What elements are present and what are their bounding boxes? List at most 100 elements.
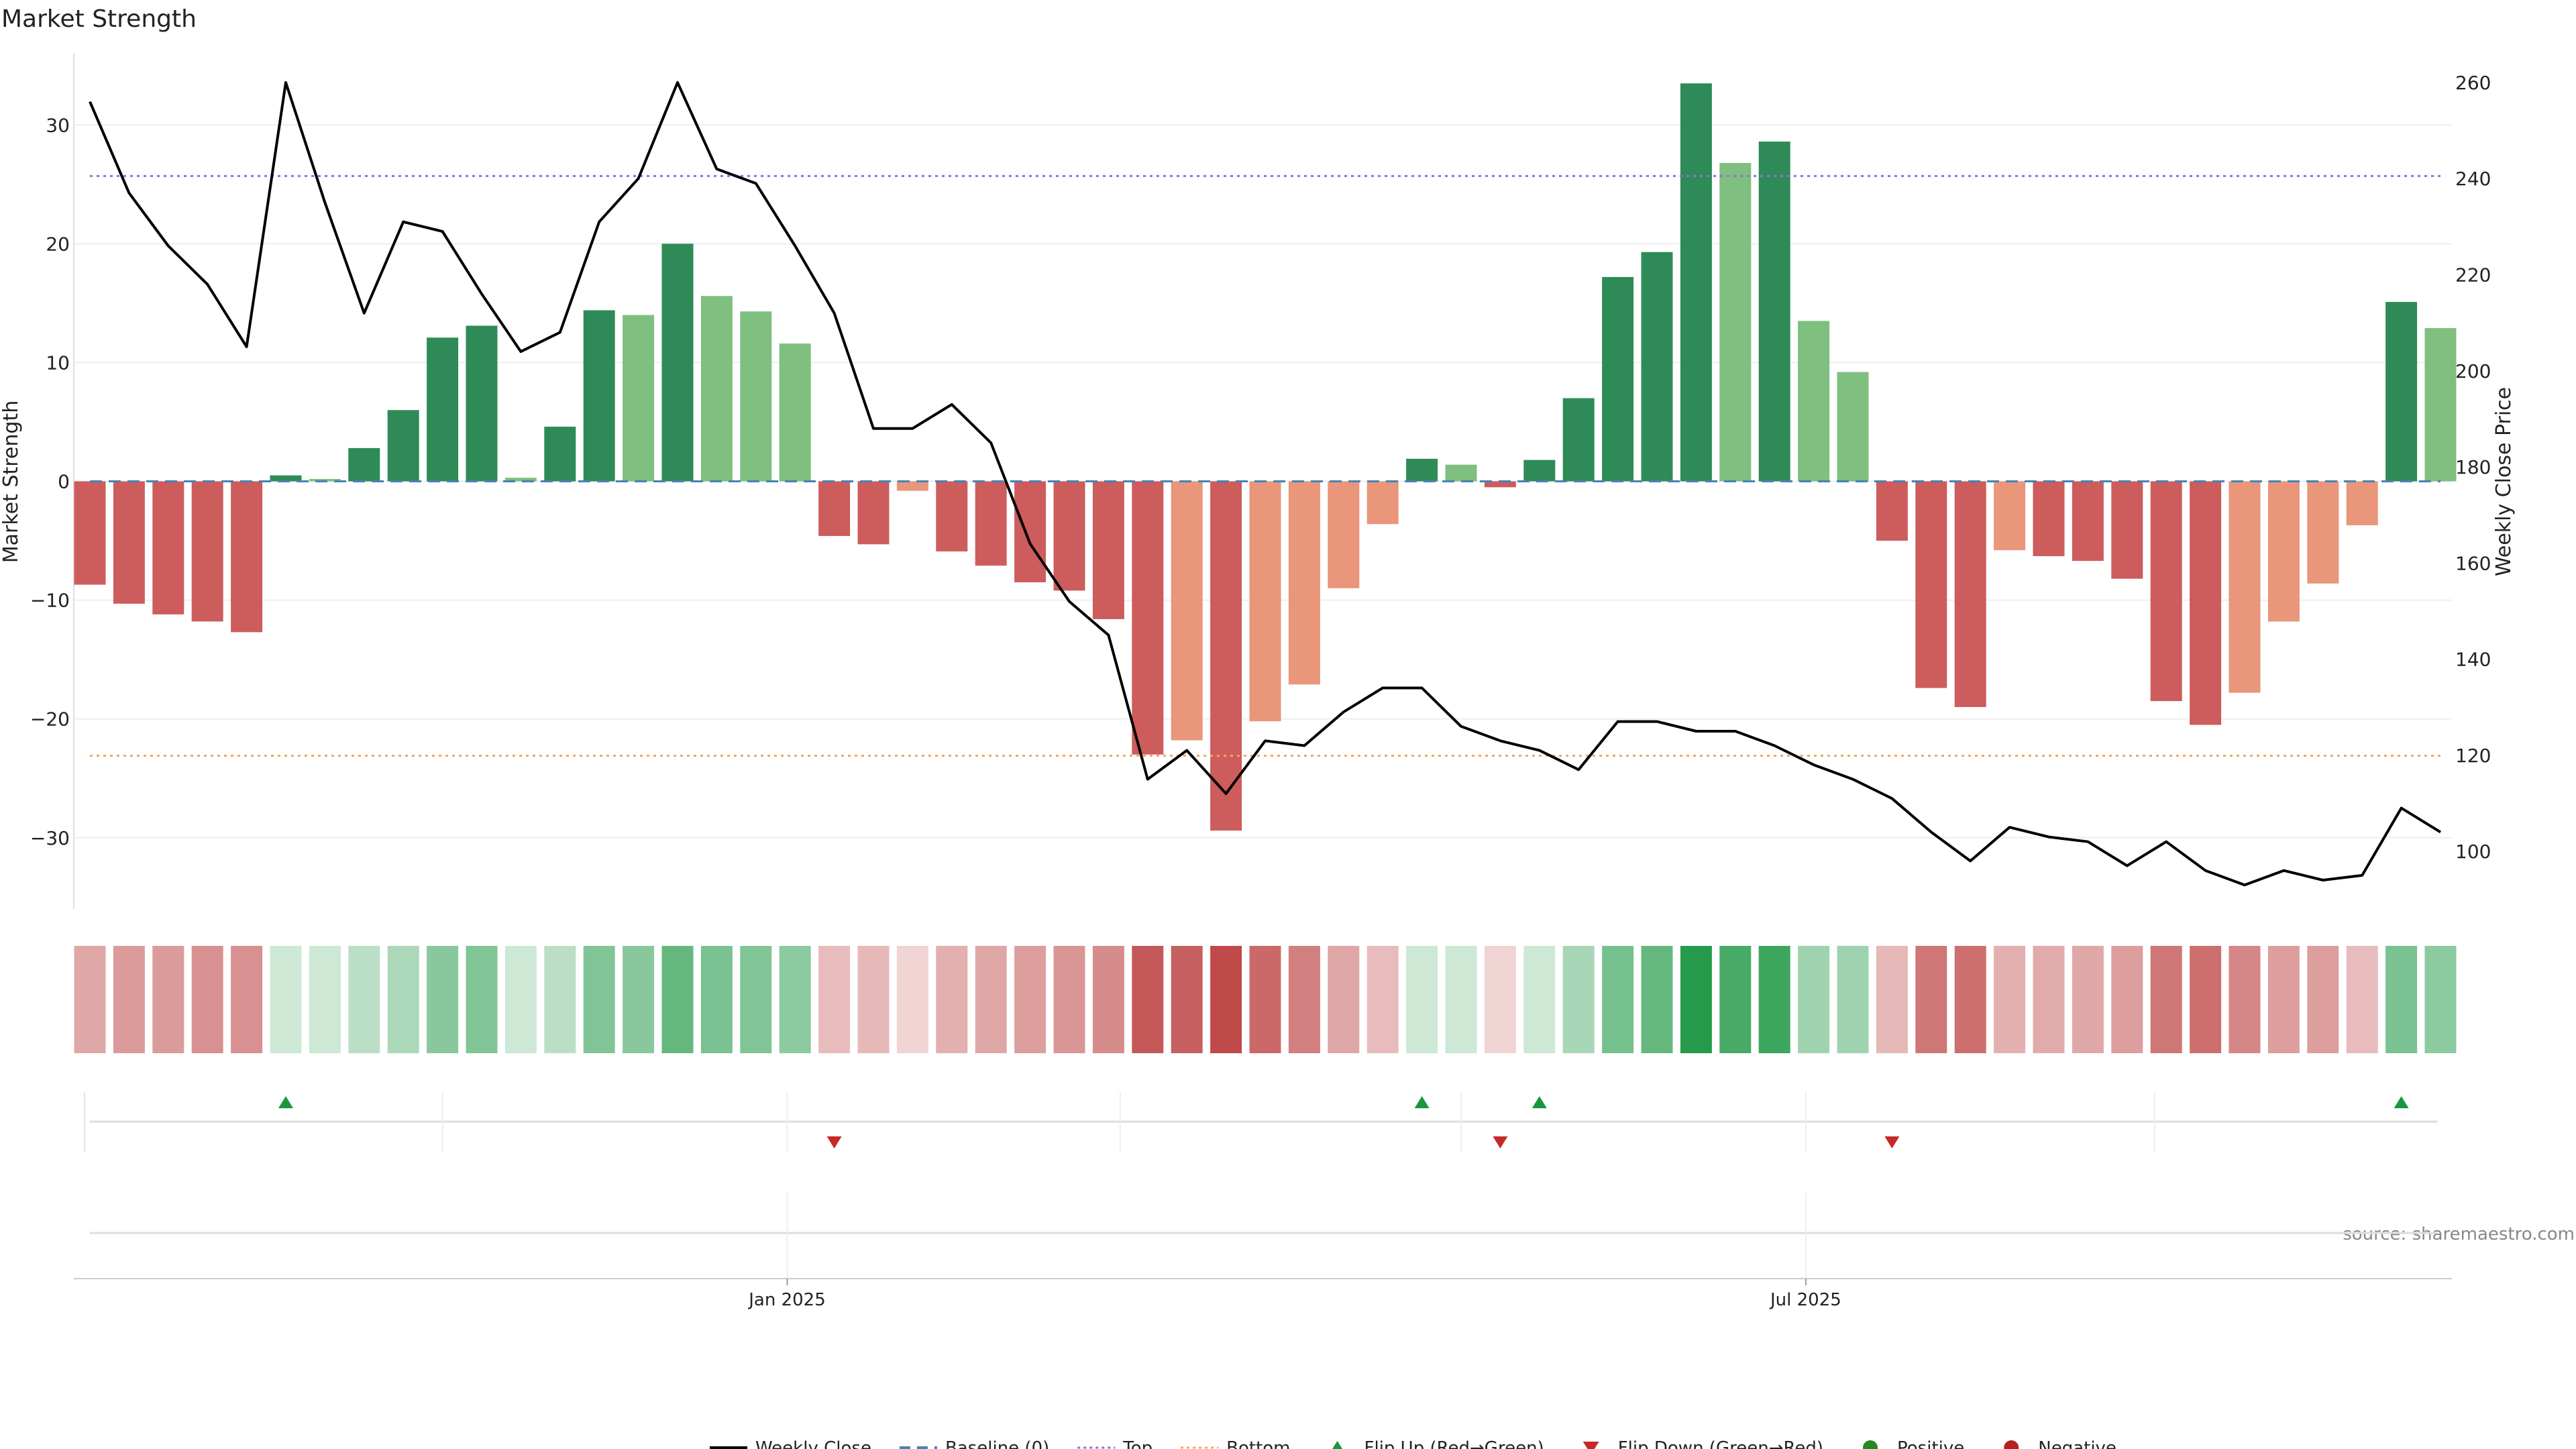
- heat-cell: [1680, 946, 1712, 1053]
- heat-cell: [1210, 946, 1242, 1053]
- heat-cell: [1602, 946, 1634, 1053]
- strength-bar: [583, 310, 615, 482]
- strength-bar: [1837, 372, 1869, 482]
- strength-bar: [1876, 481, 1908, 541]
- heat-cell: [2307, 946, 2339, 1053]
- chart-title: Market Strength: [1, 5, 197, 33]
- strength-bar: [191, 481, 223, 622]
- heat-cell: [700, 946, 733, 1053]
- heat-cell: [1758, 946, 1790, 1053]
- strength-bar: [1994, 481, 2026, 551]
- heat-cell: [348, 946, 380, 1053]
- strength-bar: [348, 447, 380, 482]
- strength-bar: [1719, 162, 1752, 482]
- heat-cell: [896, 946, 928, 1053]
- y-tick-label: 0: [58, 471, 70, 493]
- heat-cell: [1406, 946, 1438, 1053]
- heat-cell: [1249, 946, 1281, 1053]
- y-tick-label: 30: [46, 114, 70, 136]
- strength-bar: [740, 311, 772, 482]
- heat-cell: [2190, 946, 2222, 1053]
- weekly-close-line: [89, 81, 2442, 887]
- heat-cell: [1562, 946, 1595, 1053]
- heat-cell: [1328, 946, 1360, 1053]
- heat-cell: [466, 946, 498, 1053]
- heat-cell: [1798, 946, 1830, 1053]
- heat-cell: [544, 946, 576, 1053]
- heat-cell: [1837, 946, 1869, 1053]
- strength-bar: [1132, 481, 1164, 755]
- heat-cell: [1445, 946, 1477, 1053]
- strength-bar: [1758, 142, 1790, 482]
- strength-bar: [2072, 481, 2104, 561]
- strength-bar: [1249, 481, 1281, 722]
- legend-swatch-flip-down: [1582, 1442, 1599, 1449]
- strength-bar: [623, 315, 655, 482]
- heat-cell: [1994, 946, 2026, 1053]
- y2-tick-label: 140: [2455, 649, 2491, 671]
- strength-bar: [2385, 302, 2418, 482]
- strength-bar: [1406, 458, 1438, 482]
- strength-bar: [1328, 481, 1360, 588]
- y-tick-label: −20: [30, 708, 70, 731]
- strength-bar: [427, 337, 459, 482]
- strength-bar: [1954, 481, 1986, 707]
- strength-bar: [2150, 481, 2182, 702]
- y2-tick-label: 260: [2455, 72, 2491, 94]
- strength-bar: [387, 410, 419, 482]
- heat-cell: [1014, 946, 1046, 1053]
- strength-bar: [1484, 481, 1516, 488]
- legend-label: Flip Down (Green→Red): [1618, 1438, 1823, 1449]
- heat-cell: [113, 946, 145, 1053]
- legend-label: Bottom: [1226, 1438, 1290, 1449]
- heat-cell: [1053, 946, 1085, 1053]
- legend-label: Top: [1122, 1438, 1152, 1449]
- y-tick-label: 20: [46, 233, 70, 255]
- heat-cell: [152, 946, 184, 1053]
- legend-label: Flip Up (Red→Green): [1364, 1438, 1544, 1449]
- strength-bar: [504, 478, 537, 482]
- strength-bar: [2033, 481, 2065, 557]
- legend-swatch-positive: [1863, 1440, 1878, 1449]
- y2-axis-label: Weekly Close Price: [2492, 387, 2516, 576]
- y2-tick-label: 200: [2455, 360, 2491, 382]
- heat-cell: [2072, 946, 2104, 1053]
- strength-bar: [975, 481, 1007, 566]
- strength-bar: [1798, 321, 1830, 482]
- heat-cell: [1132, 946, 1164, 1053]
- strength-bar: [74, 481, 106, 585]
- strength-bar: [700, 296, 733, 482]
- y2-tick-label: 160: [2455, 552, 2491, 574]
- heat-cell: [427, 946, 459, 1053]
- strength-bar: [896, 481, 928, 491]
- y2-tick-label: 180: [2455, 456, 2491, 478]
- strength-bar: [661, 244, 694, 482]
- heat-cell: [191, 946, 223, 1053]
- y-tick-label: −30: [30, 827, 70, 849]
- flip-down-marker: [1493, 1136, 1508, 1148]
- strength-bar: [1562, 398, 1595, 482]
- y-tick-label: −10: [30, 590, 70, 612]
- strength-bar: [2424, 328, 2457, 482]
- heat-cell: [74, 946, 106, 1053]
- y2-tick-label: 240: [2455, 168, 2491, 190]
- heat-cell: [387, 946, 419, 1053]
- x-tick-label: Jul 2025: [1769, 1290, 1841, 1310]
- heat-cell: [2150, 946, 2182, 1053]
- strength-bar: [466, 325, 498, 482]
- strength-bar: [309, 478, 341, 482]
- heat-cell: [1171, 946, 1203, 1053]
- strength-bar: [2267, 481, 2300, 622]
- strength-bar: [270, 475, 302, 482]
- strength-bar: [113, 481, 145, 604]
- flip-up-marker: [2394, 1096, 2409, 1108]
- heat-cell: [1915, 946, 1947, 1053]
- heat-cell: [1719, 946, 1752, 1053]
- heat-cell: [231, 946, 263, 1053]
- strength-bar: [857, 481, 890, 545]
- legend-swatch-flip-up: [1332, 1441, 1343, 1449]
- flip-up-marker: [278, 1096, 293, 1108]
- strength-bar: [1641, 252, 1673, 482]
